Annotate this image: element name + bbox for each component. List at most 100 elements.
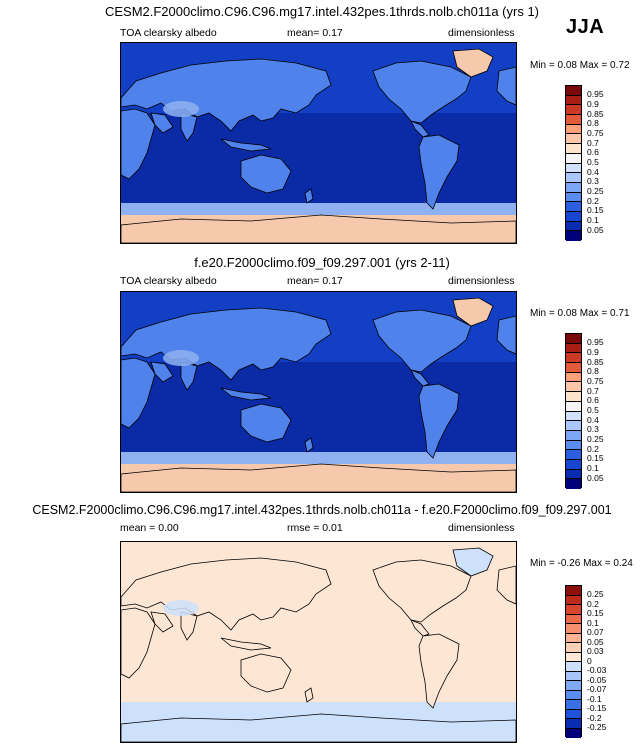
colorbar-tick-label: 0.3 [587, 176, 599, 187]
colorbar-box [566, 614, 581, 624]
panel1-title: CESM2.F2000climo.C96.C96.mg17.intel.432p… [104, 4, 540, 19]
colorbar-bar [565, 585, 582, 738]
colorbar-box [566, 728, 581, 738]
colorbar-tick-label: 0.15 [587, 453, 604, 464]
indonesia-landmass [220, 138, 272, 152]
colorbar-box [566, 231, 581, 241]
panel2-minmax: Min = 0.08 Max = 0.71 [530, 308, 630, 319]
colorbar-box [566, 382, 581, 393]
colorbar-tick-label: 0.05 [587, 224, 604, 235]
africa-landmass [121, 607, 156, 679]
colorbar-tick-label: 0.03 [587, 646, 604, 656]
panel1-map [120, 42, 517, 244]
north-america-landmass [372, 60, 472, 124]
australia-landmass [240, 653, 292, 693]
antarctica-landmass [121, 214, 516, 243]
colorbar-box [566, 211, 581, 222]
panel3-minmax: Min = -0.26 Max = 0.24 [530, 558, 633, 569]
colorbar-box [566, 353, 581, 364]
newzealand-landmass [304, 437, 314, 453]
colorbar-box [566, 450, 581, 460]
colorbar-box [566, 430, 581, 441]
desert-region [163, 101, 199, 117]
colorbar-box [566, 163, 581, 174]
colorbar-tick-label: 0.7 [587, 137, 599, 148]
colorbar-box [566, 652, 581, 662]
colorbar-box [566, 479, 581, 489]
colorbar-tick-label: 0.1 [587, 463, 599, 474]
colorbar-tick-label: 0.9 [587, 346, 599, 357]
panel2-map [120, 291, 517, 493]
colorbar-tick-label: 0.85 [587, 356, 604, 367]
colorbar-box [566, 192, 581, 203]
colorbar-tick-label: 0.3 [587, 424, 599, 435]
central-america-landmass [410, 369, 430, 387]
colorbar-tick-label: 0.15 [587, 205, 604, 216]
colorbar-box [566, 202, 581, 212]
colorbar-tick-label: -0.1 [587, 693, 602, 704]
colorbar-box [566, 690, 581, 700]
colorbar-box [566, 469, 581, 480]
central-america-landmass [410, 619, 430, 637]
colorbar-tick-label: 0.1 [587, 617, 599, 628]
greenland-landmass [452, 48, 494, 78]
arabia-landmass [150, 611, 174, 633]
colorbar-bar [565, 333, 582, 489]
colorbar-tick-label: 0.25 [587, 589, 604, 599]
colorbar-box [566, 643, 581, 653]
europe-landmass [496, 565, 516, 605]
colorbar-tick-label: 0.7 [587, 385, 599, 396]
colorbar-tick-label: 0.1 [587, 215, 599, 226]
newzealand-landmass [304, 687, 314, 703]
colorbar-box [566, 719, 581, 729]
colorbar-box [566, 221, 581, 232]
africa-landmass [121, 108, 156, 180]
colorbar-tick-label: 0.9 [587, 98, 599, 109]
india-landmass [180, 112, 198, 142]
colorbar-box [566, 144, 581, 154]
colorbar-tick-label: 0.4 [587, 414, 599, 425]
colorbar-box [566, 633, 581, 643]
colorbar-tick-label: 0.15 [587, 608, 604, 618]
colorbar-box [566, 671, 581, 681]
colorbar-box [566, 105, 581, 116]
panel2-variable-label: TOA clearsky albedo [120, 275, 217, 287]
colorbar-box [566, 411, 581, 422]
panel3-units-label: dimensionless [448, 522, 515, 534]
panel2-mean-label: mean= 0.17 [287, 275, 343, 287]
colorbar-tick-label: -0.05 [587, 674, 607, 685]
greenland-landmass [452, 547, 494, 577]
panel2-colorbar: 0.95 0.9 0.85 0.8 0.75 0.7 0.6 0.5 0.4 0.3 0.25 0.2… [565, 333, 625, 489]
colorbar-box [566, 624, 581, 634]
panel3-map [120, 541, 517, 743]
panel3-rmse-label: rmse = 0.01 [287, 522, 343, 534]
colorbar-tick-label: -0.07 [587, 684, 607, 694]
colorbar-box [566, 124, 581, 135]
colorbar-tick-label: 0.95 [587, 89, 604, 100]
colorbar-tick-label: -0.03 [587, 665, 607, 675]
colorbar-box [566, 372, 581, 383]
colorbar-box [566, 586, 581, 596]
south-america-landmass [418, 633, 460, 709]
panel3-title: CESM2.F2000climo.C96.C96.mg17.intel.432p… [32, 503, 612, 517]
panel1-mean-label: mean= 0.17 [287, 27, 343, 39]
north-america-landmass [372, 309, 472, 373]
colorbar-box [566, 95, 581, 106]
australia-landmass [240, 403, 292, 443]
colorbar-box [566, 662, 581, 672]
colorbar-tick-label: 0.8 [587, 118, 599, 129]
desert-region [163, 350, 199, 366]
colorbar-box [566, 459, 581, 470]
europe-landmass [496, 315, 516, 355]
colorbar-box [566, 153, 581, 164]
desert-region [163, 600, 199, 616]
colorbar-tick-label: 0.25 [587, 186, 604, 197]
colorbar-box [566, 421, 581, 431]
colorbar-box [566, 605, 581, 615]
colorbar-box [566, 392, 581, 402]
newzealand-landmass [304, 188, 314, 204]
panel1-units-label: dimensionless [448, 27, 515, 39]
antarctica-landmass [121, 463, 516, 492]
colorbar-tick-label: 0 [587, 655, 592, 666]
colorbar-tick-label: 0.05 [587, 636, 604, 647]
